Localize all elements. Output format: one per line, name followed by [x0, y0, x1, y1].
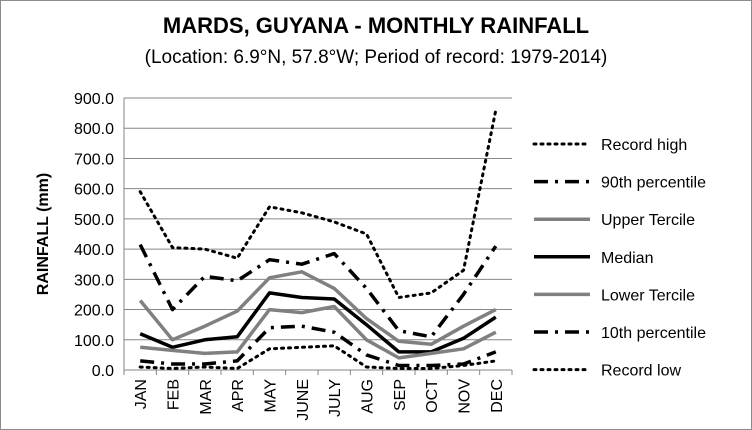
- y-tick-label: 200.0: [74, 303, 114, 320]
- x-tick-label: MAY: [263, 379, 280, 413]
- x-tick-label: JULY: [327, 379, 344, 417]
- x-tick-label: SEP: [392, 379, 409, 411]
- legend-label: Record low: [601, 363, 681, 380]
- legend-label: 10th percentile: [601, 325, 706, 342]
- x-tick-label: JUNE: [295, 379, 312, 421]
- x-tick-label: MAR: [198, 379, 215, 415]
- series-line-median: [139, 291, 497, 354]
- legend-label: Median: [601, 250, 653, 267]
- gridlines: [124, 97, 512, 341]
- y-tick-label: 900.0: [74, 91, 114, 108]
- legend-label: 90th percentile: [601, 175, 706, 192]
- x-tick-label: FEB: [166, 379, 183, 410]
- y-tick-label: 600.0: [74, 182, 114, 199]
- y-tick-label: 500.0: [74, 212, 114, 229]
- x-tick-label: APR: [230, 379, 247, 412]
- y-tick-label: 700.0: [74, 151, 114, 168]
- axes: 0.0 100.0 200.0 300.0 400.0 500.0 600.0 700.0 80…: [74, 91, 513, 421]
- x-tick-label: OCT: [424, 379, 441, 413]
- series-line-upper-tercile: [138, 270, 497, 347]
- x-tick-label: NOV: [457, 379, 474, 414]
- y-tick-label: 300.0: [74, 272, 114, 289]
- series-line-record-low: [138, 344, 498, 370]
- series-line-90th-percentile: [138, 243, 498, 339]
- y-tick-label: 0.0: [92, 363, 114, 380]
- y-axis-label: RAINFALL (mm): [35, 173, 52, 295]
- chart-subtitle: (Location: 6.9°N, 57.8°W; Period of reco…: [145, 47, 608, 68]
- series-line-lower-tercile: [140, 304, 497, 360]
- legend-label: Record high: [601, 137, 687, 154]
- y-tick-label: 100.0: [74, 333, 114, 350]
- series-lines: [138, 108, 498, 370]
- legend: Record high 90th percentile Upper Tercile M…: [532, 137, 706, 380]
- y-tick-label: 400.0: [74, 242, 114, 259]
- y-tick-label: 800.0: [74, 121, 114, 138]
- series-line-record-high: [138, 108, 498, 299]
- legend-label: Lower Tercile: [601, 287, 695, 304]
- series-line-10th-percentile: [140, 324, 497, 368]
- chart-title: MARDS, GUYANA - MONTHLY RAINFALL: [163, 13, 589, 38]
- x-tick-label: JAN: [133, 379, 150, 409]
- x-tick-label: DEC: [489, 379, 506, 413]
- x-tick-label: AUG: [360, 379, 377, 414]
- legend-label: Upper Tercile: [601, 212, 695, 229]
